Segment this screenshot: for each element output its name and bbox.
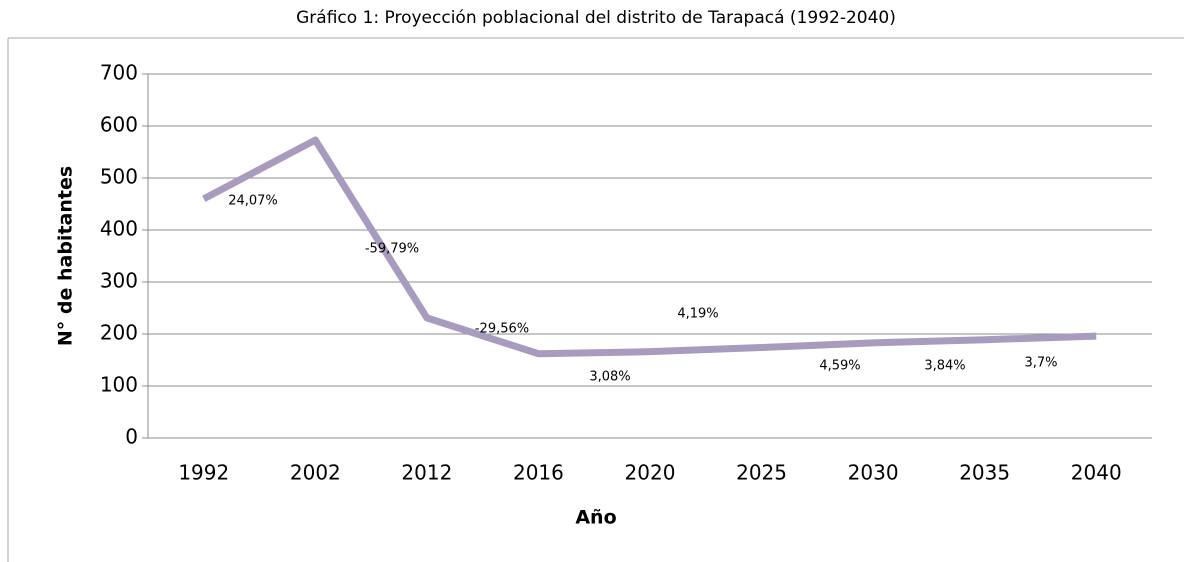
chart-title: Gráfico 1: Proyección poblacional del di… [296, 8, 896, 28]
data-line [202, 136, 1097, 358]
x-tick-label: 2025 [736, 461, 787, 485]
y-tick-label: 700 [100, 61, 138, 85]
y-tick-label: 100 [100, 373, 138, 397]
annotation: 3,84% [924, 359, 965, 374]
y-tick-label: 400 [100, 217, 138, 241]
y-axis-title: N° de habitantes [55, 166, 77, 346]
x-tick-label: 1992 [178, 461, 229, 485]
x-tick-label: 2012 [401, 461, 452, 485]
x-axis-title: Año [575, 507, 616, 529]
y-tick-label: 200 [100, 321, 138, 345]
x-tick-label: 2002 [290, 461, 341, 485]
y-tick-label: 0 [125, 425, 138, 449]
x-tick-label: 2020 [625, 461, 676, 485]
annotation: -29,56% [475, 322, 529, 337]
annotation: 3,7% [1024, 356, 1057, 371]
y-tick-label: 500 [100, 165, 138, 189]
annotation: -59,79% [365, 242, 419, 257]
annotation: 24,07% [228, 194, 278, 209]
annotation: 3,08% [589, 370, 630, 385]
x-tick-label: 2016 [513, 461, 564, 485]
annotation: 4,59% [819, 359, 860, 374]
annotation: 4,19% [677, 307, 718, 322]
x-tick-label: 2040 [1071, 461, 1122, 485]
y-tick-label: 300 [100, 269, 138, 293]
x-tick-label: 2030 [848, 461, 899, 485]
x-tick-label: 2035 [959, 461, 1010, 485]
y-tick-label: 600 [100, 113, 138, 137]
